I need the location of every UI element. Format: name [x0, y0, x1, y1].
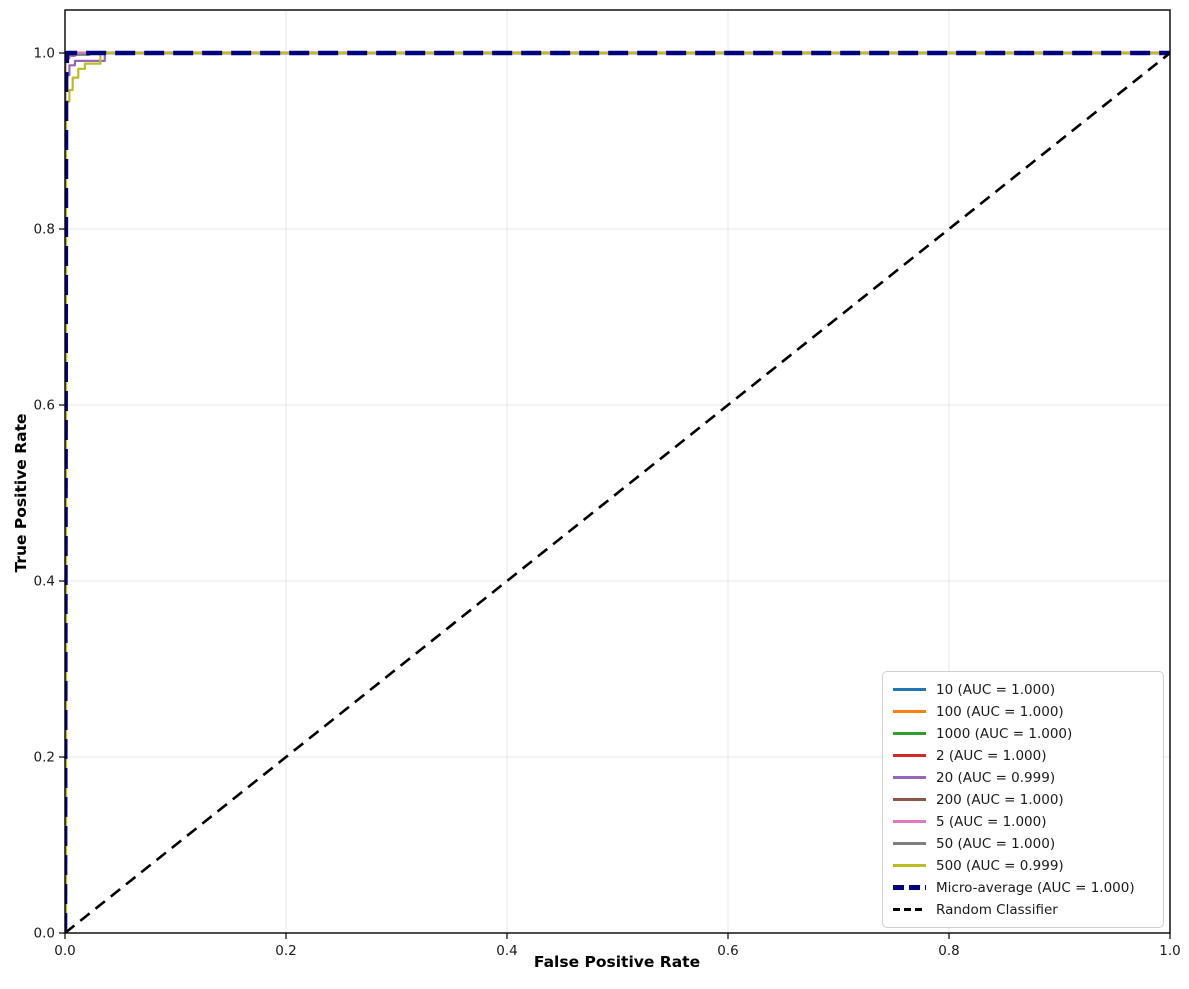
roc-curve-random-classifier [65, 51, 1170, 933]
y-tick-label: 1.0 [34, 46, 55, 62]
legend-item-label: 500 (AUC = 0.999) [936, 857, 1064, 874]
legend-line-swatch [893, 842, 926, 845]
legend-item-label: 200 (AUC = 1.000) [936, 791, 1064, 808]
legend-line-swatch [893, 776, 926, 779]
legend-item: Random Classifier [893, 899, 1153, 920]
axis-ticks [59, 52, 1171, 939]
y-tick-label: 0.0 [34, 926, 55, 942]
roc-curve-micro-average [65, 50, 1170, 933]
legend-line-swatch [893, 732, 926, 735]
legend-item: Micro-average (AUC = 1.000) [893, 877, 1153, 898]
legend-item: 5 (AUC = 1.000) [893, 811, 1153, 832]
legend-item-label: 100 (AUC = 1.000) [936, 703, 1064, 720]
legend-item-label: 2 (AUC = 1.000) [936, 747, 1047, 764]
legend-line-swatch [893, 820, 926, 823]
legend-item: 500 (AUC = 0.999) [893, 855, 1153, 876]
legend-item-label: Micro-average (AUC = 1.000) [936, 879, 1135, 896]
legend-item: 20 (AUC = 0.999) [893, 767, 1153, 788]
legend-item-label: 10 (AUC = 1.000) [936, 681, 1056, 698]
y-tick-label: 0.2 [34, 750, 55, 766]
legend: 10 (AUC = 1.000) 100 (AUC = 1.000) 1000 (A… [882, 671, 1164, 928]
legend-item: 2 (AUC = 1.000) [893, 745, 1153, 766]
y-tick-label: 0.6 [34, 398, 55, 414]
y-tick-label: 0.4 [34, 574, 55, 590]
legend-item-label: 20 (AUC = 0.999) [936, 769, 1056, 786]
x-tick-label: 0.8 [938, 943, 959, 959]
x-tick-label: 0.6 [717, 943, 738, 959]
legend-item: 1000 (AUC = 1.000) [893, 723, 1153, 744]
x-tick-label: 0.2 [275, 943, 296, 959]
roc-curves [65, 50, 1170, 933]
legend-item: 100 (AUC = 1.000) [893, 701, 1153, 722]
roc-curve-500 [65, 51, 1170, 933]
legend-line-swatch [893, 754, 926, 757]
legend-item: 50 (AUC = 1.000) [893, 833, 1153, 854]
y-tick-label: 0.8 [34, 222, 55, 238]
legend-line-swatch [893, 710, 926, 713]
legend-line-swatch [893, 885, 926, 890]
legend-item-label: 1000 (AUC = 1.000) [936, 725, 1073, 742]
legend-line-swatch [893, 798, 926, 801]
legend-item: 200 (AUC = 1.000) [893, 789, 1153, 810]
legend-line-swatch [893, 688, 926, 691]
x-tick-label: 0.4 [496, 943, 517, 959]
x-axis-label: False Positive Rate [533, 953, 701, 971]
legend-item-label: 5 (AUC = 1.000) [936, 813, 1047, 830]
legend-line-swatch [893, 864, 926, 867]
legend-item: 10 (AUC = 1.000) [893, 679, 1153, 700]
legend-line-swatch [893, 908, 926, 911]
x-tick-label: 0.0 [54, 943, 75, 959]
legend-item-label: Random Classifier [936, 901, 1058, 918]
axis-tick-labels: 0.0 0.2 0.4 0.6 0.8 1.0 0.0 0.2 0.4 0.6 0.8 1.0 [34, 46, 1181, 960]
x-tick-label: 1.0 [1159, 943, 1180, 959]
y-axis-label: True Positive Rate [12, 413, 30, 573]
plot-frame [64, 9, 1171, 934]
legend-item-label: 50 (AUC = 1.000) [936, 835, 1056, 852]
